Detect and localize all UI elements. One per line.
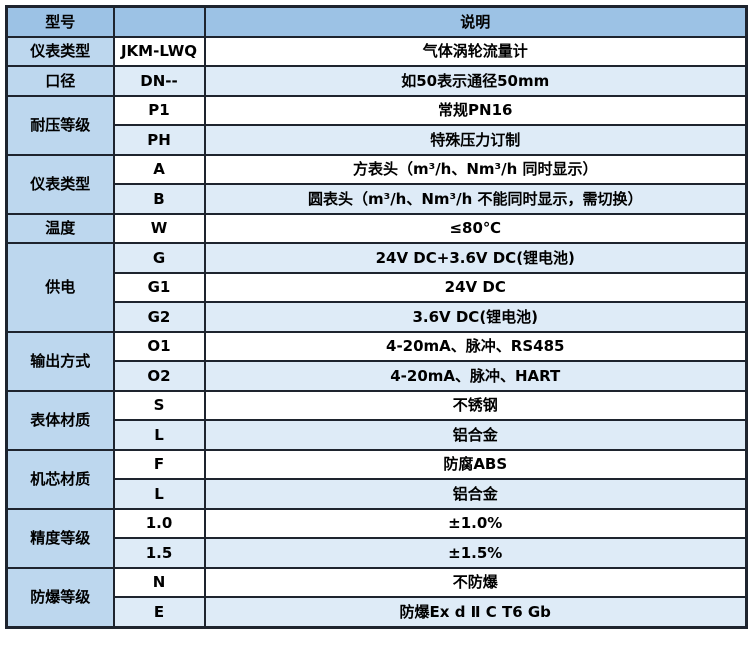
group-label-temperature: 温度 — [5, 212, 115, 244]
code-cell: S — [112, 389, 206, 421]
group-label-movement-material: 机芯材质 — [5, 448, 115, 510]
desc-cell: 4-20mA、脉冲、RS485 — [203, 330, 748, 362]
code-cell: O2 — [112, 360, 206, 392]
code-cell: L — [112, 419, 206, 451]
table-row: 精度等级 1.0 ±1.0% — [5, 507, 748, 569]
group-label-pressure-rating: 耐压等级 — [5, 94, 115, 156]
table-row: B 圆表头（m³/h、Nm³/h 不能同时显示，需切换） — [7, 183, 748, 215]
desc-cell: 4-20mA、脉冲、HART — [203, 360, 748, 392]
code-cell: L — [112, 478, 206, 510]
desc-cell: 特殊压力订制 — [203, 124, 748, 156]
desc-cell: 铝合金 — [203, 419, 748, 451]
table-header-row: 型号 说明 — [5, 5, 748, 38]
table-row: 仪表类型 JKM-LWQ 气体涡轮流量计 — [5, 35, 748, 67]
code-cell: E — [112, 596, 206, 628]
table-row: PH 特殊压力订制 — [7, 124, 748, 156]
desc-cell: 24V DC — [203, 271, 748, 303]
group-label-output-mode: 输出方式 — [5, 330, 115, 392]
code-cell: W — [112, 212, 206, 244]
table-row: 温度 W ≤80℃ — [5, 212, 748, 244]
code-cell: F — [112, 448, 206, 480]
desc-cell: 3.6V DC(锂电池) — [203, 301, 748, 333]
group-label-body-material: 表体材质 — [5, 389, 115, 451]
desc-cell: 不防爆 — [203, 566, 748, 598]
table-row: E 防爆Ex d Ⅱ C T6 Gb — [7, 596, 748, 628]
table-row: 输出方式 O1 4-20mA、脉冲、RS485 — [5, 330, 748, 392]
group-label-diameter: 口径 — [5, 65, 115, 97]
model-selection-table: 型号 说明 仪表类型 JKM-LWQ 气体涡轮流量计 口径 DN-- 如50表示… — [5, 5, 748, 629]
table-row: 耐压等级 P1 常规PN16 — [5, 94, 748, 156]
table-row: 口径 DN-- 如50表示通径50mm — [5, 65, 748, 97]
table-row: G1 24V DC — [7, 271, 748, 303]
code-cell: DN-- — [112, 65, 206, 97]
code-cell: 1.0 — [112, 507, 206, 539]
table-row: 表体材质 S 不锈钢 — [5, 389, 748, 451]
table-row: 机芯材质 F 防腐ABS — [5, 448, 748, 510]
desc-cell: 如50表示通径50mm — [203, 65, 748, 97]
desc-cell: 铝合金 — [203, 478, 748, 510]
group-label-accuracy-class: 精度等级 — [5, 507, 115, 569]
desc-cell: 常规PN16 — [203, 94, 748, 126]
table-row: 仪表类型 A 方表头（m³/h、Nm³/h 同时显示） — [5, 153, 748, 215]
header-code — [112, 5, 206, 38]
table-row: O2 4-20mA、脉冲、HART — [7, 360, 748, 392]
code-cell: P1 — [112, 94, 206, 126]
desc-cell: 圆表头（m³/h、Nm³/h 不能同时显示，需切换） — [203, 183, 748, 215]
code-cell: JKM-LWQ — [112, 35, 206, 67]
header-description: 说明 — [203, 5, 748, 38]
table-row: L 铝合金 — [7, 478, 748, 510]
table-row: L 铝合金 — [7, 419, 748, 451]
desc-cell: 方表头（m³/h、Nm³/h 同时显示） — [203, 153, 748, 185]
desc-cell: 防爆Ex d Ⅱ C T6 Gb — [203, 596, 748, 628]
group-label-power-supply: 供电 — [5, 242, 115, 333]
code-cell: G — [112, 242, 206, 274]
table-row: 防爆等级 N 不防爆 — [5, 566, 748, 628]
desc-cell: 24V DC+3.6V DC(锂电池) — [203, 242, 748, 274]
desc-cell: ±1.0% — [203, 507, 748, 539]
code-cell: O1 — [112, 330, 206, 362]
desc-cell: 气体涡轮流量计 — [203, 35, 748, 67]
desc-cell: ≤80℃ — [203, 212, 748, 244]
code-cell: G2 — [112, 301, 206, 333]
group-label-explosion-proof-class: 防爆等级 — [5, 566, 115, 628]
group-label-meter-head-type: 仪表类型 — [5, 153, 115, 215]
desc-cell: ±1.5% — [203, 537, 748, 569]
code-cell: A — [112, 153, 206, 185]
code-cell: PH — [112, 124, 206, 156]
table-row: 1.5 ±1.5% — [7, 537, 748, 569]
header-model: 型号 — [5, 5, 115, 38]
desc-cell: 不锈钢 — [203, 389, 748, 421]
code-cell: G1 — [112, 271, 206, 303]
code-cell: B — [112, 183, 206, 215]
spec-table-container: 型号 说明 仪表类型 JKM-LWQ 气体涡轮流量计 口径 DN-- 如50表示… — [5, 5, 748, 629]
table-row: G2 3.6V DC(锂电池) — [7, 301, 748, 333]
code-cell: 1.5 — [112, 537, 206, 569]
code-cell: N — [112, 566, 206, 598]
table-row: 供电 G 24V DC+3.6V DC(锂电池) — [5, 242, 748, 333]
group-label-instrument-type: 仪表类型 — [5, 35, 115, 67]
desc-cell: 防腐ABS — [203, 448, 748, 480]
